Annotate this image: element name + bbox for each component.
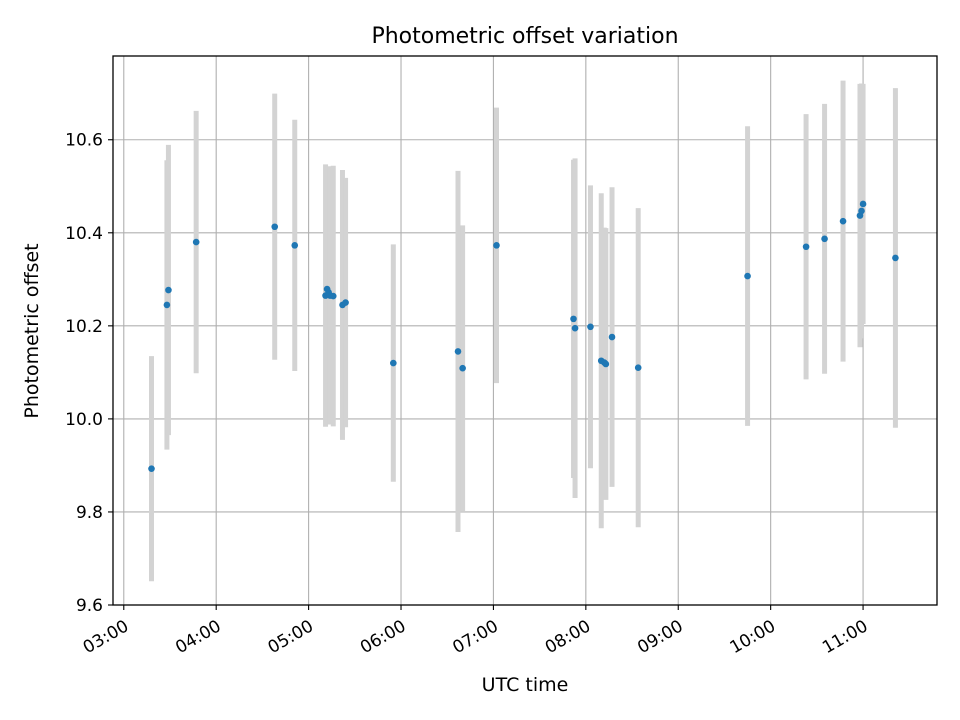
y-tick-label: 10.2 [65, 317, 103, 337]
data-point [163, 301, 171, 309]
data-point [892, 254, 899, 262]
data-point [291, 242, 299, 249]
data-point [802, 243, 810, 251]
data-point [493, 242, 500, 249]
y-tick-label: 9.8 [76, 503, 103, 523]
data-point [858, 207, 865, 215]
data-point [459, 364, 466, 372]
data-point [587, 323, 594, 331]
data-point [608, 333, 616, 341]
y-tick-label: 10.0 [65, 410, 103, 430]
data-points [148, 200, 899, 472]
y-tick-label: 10.4 [65, 224, 103, 244]
data-point [571, 324, 579, 332]
data-point [390, 359, 397, 367]
data-point [329, 292, 337, 300]
data-point [570, 315, 577, 323]
y-axis-label: Photometric offset [21, 243, 43, 418]
data-point [634, 364, 642, 372]
data-point [271, 223, 279, 231]
data-point [744, 272, 751, 280]
x-axis-label: UTC time [482, 674, 569, 696]
data-point [839, 217, 847, 225]
data-point [148, 465, 155, 472]
data-point [859, 200, 867, 208]
data-point [821, 235, 828, 243]
data-point [165, 286, 172, 294]
data-point [192, 238, 200, 246]
y-tick-label: 9.6 [76, 596, 103, 616]
y-axis-ticks: 9.6 9.8 10.0 10.2 10.4 10.6 [65, 131, 113, 616]
data-point [454, 348, 462, 355]
data-point [342, 299, 349, 306]
chart-title: Photometric offset variation [371, 24, 678, 49]
y-tick-label: 10.6 [65, 131, 103, 151]
data-point [602, 360, 610, 368]
plot-area-frame [112, 55, 938, 606]
grid-lines [113, 56, 937, 606]
